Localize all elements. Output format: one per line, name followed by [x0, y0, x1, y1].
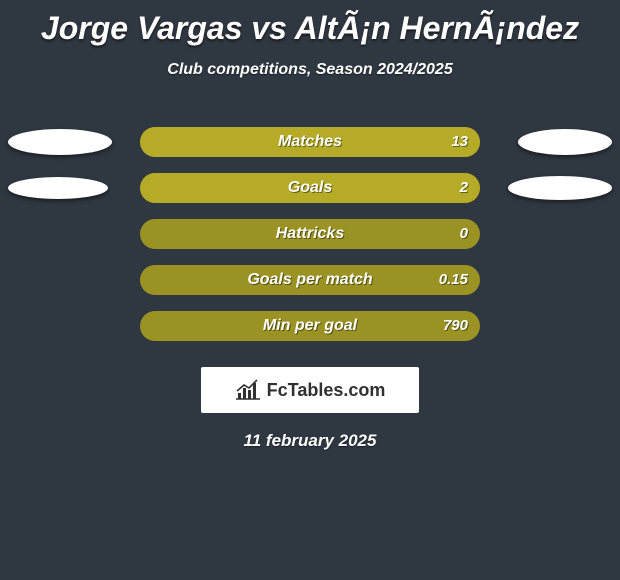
bar-track: Goals 2 [140, 173, 480, 203]
stat-row-goals: Goals 2 [0, 165, 620, 211]
stats-area: Matches 13 Goals 2 Hattricks 0 [0, 119, 620, 349]
bar-label: Matches [140, 127, 480, 157]
bar-value: 790 [443, 311, 468, 341]
logo-text: FcTables.com [267, 380, 386, 401]
bar-value: 0.15 [439, 265, 468, 295]
ellipse-left-1 [8, 177, 108, 199]
bar-track: Min per goal 790 [140, 311, 480, 341]
stat-row-hattricks: Hattricks 0 [0, 211, 620, 257]
stat-row-goals-per-match: Goals per match 0.15 [0, 257, 620, 303]
bar-chart-icon [235, 379, 261, 401]
bar-value: 13 [451, 127, 468, 157]
ellipse-right-1 [508, 176, 612, 200]
stat-row-min-per-goal: Min per goal 790 [0, 303, 620, 349]
subtitle: Club competitions, Season 2024/2025 [0, 61, 620, 79]
bar-track: Goals per match 0.15 [140, 265, 480, 295]
bar-track: Hattricks 0 [140, 219, 480, 249]
bar-value: 0 [460, 219, 468, 249]
bar-label: Min per goal [140, 311, 480, 341]
bar-track: Matches 13 [140, 127, 480, 157]
ellipse-left-0 [8, 129, 112, 155]
bar-label: Goals [140, 173, 480, 203]
chart-container: Jorge Vargas vs AltÃ¡n HernÃ¡ndez Club c… [0, 0, 620, 580]
bar-value: 2 [460, 173, 468, 203]
ellipse-right-0 [518, 129, 612, 155]
bar-label: Goals per match [140, 265, 480, 295]
page-title: Jorge Vargas vs AltÃ¡n HernÃ¡ndez [0, 0, 620, 47]
bar-label: Hattricks [140, 219, 480, 249]
date-text: 11 february 2025 [0, 431, 620, 451]
fctables-logo[interactable]: FcTables.com [201, 367, 419, 413]
stat-row-matches: Matches 13 [0, 119, 620, 165]
